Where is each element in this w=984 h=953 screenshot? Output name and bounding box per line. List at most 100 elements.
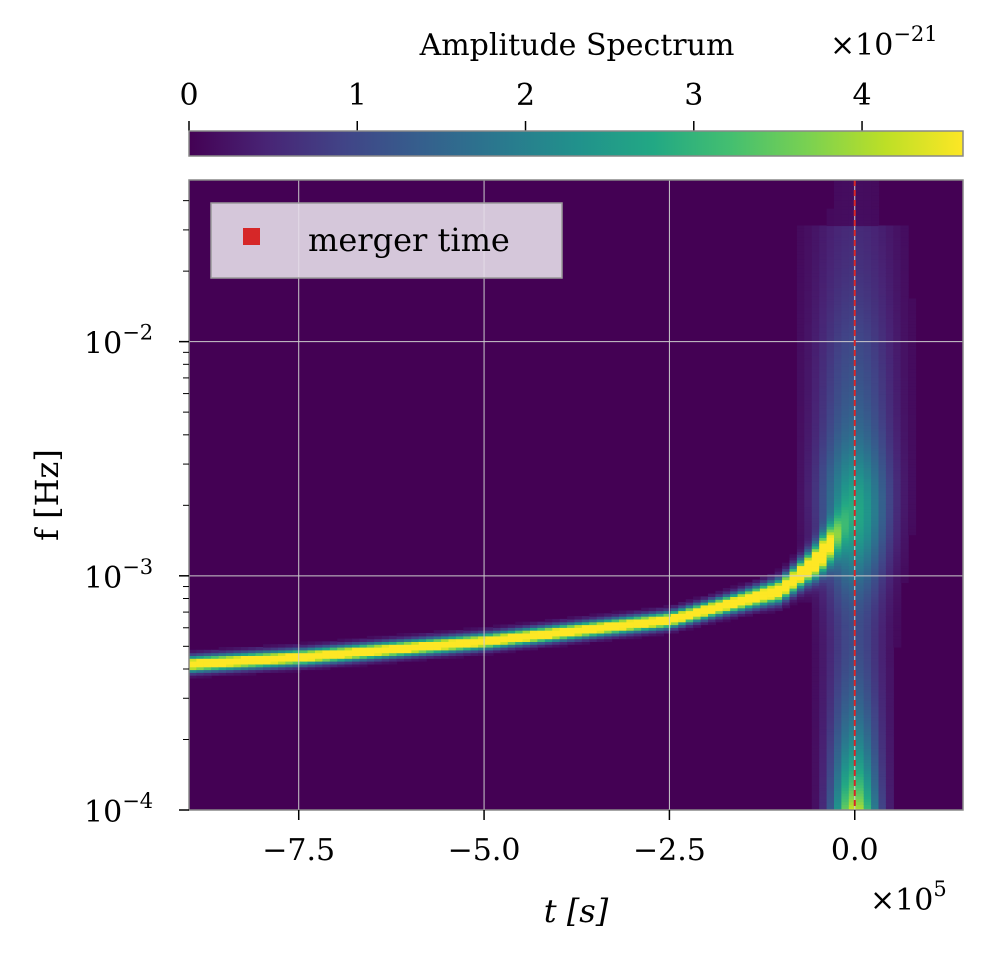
heatmap-cell [863, 318, 872, 322]
heatmap-cell [819, 478, 828, 482]
heatmap-cell [856, 346, 865, 350]
heatmap-cell [819, 756, 828, 760]
heatmap-cell [493, 649, 501, 654]
y-tick-label: 10−4 [84, 789, 153, 830]
heatmap-cell [834, 413, 842, 418]
heatmap-cell [218, 655, 227, 659]
heatmap-cell [856, 779, 865, 783]
heatmap-cell [730, 616, 739, 620]
heatmap-cell [834, 630, 842, 634]
heatmap-cell [700, 604, 709, 609]
heatmap-cell [567, 630, 576, 634]
heatmap-cell [811, 739, 820, 744]
heatmap-cell [782, 582, 791, 586]
heatmap-cell [804, 478, 813, 482]
heatmap-cell [856, 641, 865, 645]
heatmap-cell [826, 655, 835, 659]
heatmap-cell [404, 647, 412, 651]
heatmap-cell [848, 444, 857, 449]
heatmap-cell [352, 647, 361, 651]
heatmap-cell [856, 464, 865, 468]
heatmap-cell [596, 621, 605, 626]
heatmap-cell [856, 233, 865, 238]
heatmap-cell [893, 441, 902, 446]
heatmap-cell [819, 545, 828, 550]
heatmap-cell [685, 607, 694, 612]
heatmap-cell [885, 588, 894, 592]
heatmap-cell [826, 225, 835, 229]
heatmap-cell [893, 610, 902, 614]
heatmap-cell [196, 658, 205, 662]
heatmap-cell [344, 647, 353, 651]
heatmap-cell [848, 343, 857, 347]
heatmap-cell [826, 295, 835, 300]
heatmap-cell [641, 627, 650, 631]
heatmap-cell [871, 711, 880, 715]
heatmap-cell [322, 652, 331, 656]
heatmap-cell [796, 399, 805, 404]
heatmap-cell [796, 444, 805, 449]
heatmap-cell [500, 624, 509, 628]
heatmap-cell [863, 489, 872, 493]
heatmap-cell [863, 349, 872, 353]
heatmap-cell [848, 506, 857, 510]
heatmap-cell [871, 416, 880, 420]
heatmap-cell [300, 641, 309, 645]
heatmap-cell [848, 753, 857, 758]
heatmap-cell [878, 669, 887, 673]
heatmap-cell [307, 652, 316, 656]
heatmap-cell [826, 652, 835, 656]
heatmap-cell [737, 590, 746, 595]
heatmap-cell [248, 652, 257, 656]
heatmap-cell [871, 419, 880, 423]
heatmap-cell [819, 495, 828, 499]
heatmap-cell [834, 298, 842, 302]
heatmap-cell [871, 233, 880, 238]
heatmap-cell [900, 447, 909, 451]
heatmap-cell [878, 644, 887, 648]
heatmap-cell [841, 509, 850, 513]
heatmap-cell [530, 621, 538, 626]
heatmap-cell [559, 618, 568, 623]
heatmap-cell [493, 641, 501, 645]
heatmap-cell [878, 450, 887, 454]
heatmap-cell [819, 481, 828, 485]
heatmap-cell [863, 326, 872, 330]
heatmap-cell [811, 795, 820, 800]
heatmap-cell [848, 340, 857, 345]
heatmap-cell [826, 537, 835, 541]
heatmap-cell [856, 357, 865, 361]
heatmap-cell [826, 498, 835, 502]
heatmap-cell [871, 795, 880, 800]
heatmap-cell [908, 478, 917, 482]
heatmap-cell [878, 548, 887, 553]
heatmap-cell [841, 273, 850, 277]
heatmap-cell [715, 604, 724, 609]
heatmap-cell [811, 562, 820, 567]
heatmap-cell [878, 717, 887, 721]
heatmap-cell [315, 658, 323, 662]
heatmap-cell [871, 413, 880, 418]
heatmap-cell [811, 781, 820, 786]
heatmap-cell [871, 425, 880, 429]
heatmap-cell [804, 323, 813, 328]
heatmap-cell [878, 273, 887, 277]
heatmap-cell [745, 582, 753, 586]
heatmap-cell [856, 801, 865, 805]
heatmap-cell [848, 666, 857, 671]
heatmap-cell [848, 509, 857, 513]
heatmap-cell [834, 484, 842, 488]
heatmap-cell [493, 638, 501, 642]
heatmap-cell [878, 396, 887, 401]
heatmap-cell [522, 621, 531, 626]
heatmap-cell [819, 666, 828, 671]
heatmap-cell [841, 703, 850, 707]
heatmap-cell [418, 641, 427, 645]
heatmap-cell [389, 652, 398, 656]
heatmap-cell [811, 751, 820, 755]
heatmap-cell [871, 360, 880, 364]
heatmap-cell [863, 492, 872, 496]
heatmap-cell [248, 672, 257, 676]
heatmap-cell [485, 635, 494, 640]
heatmap-cell [804, 500, 813, 505]
